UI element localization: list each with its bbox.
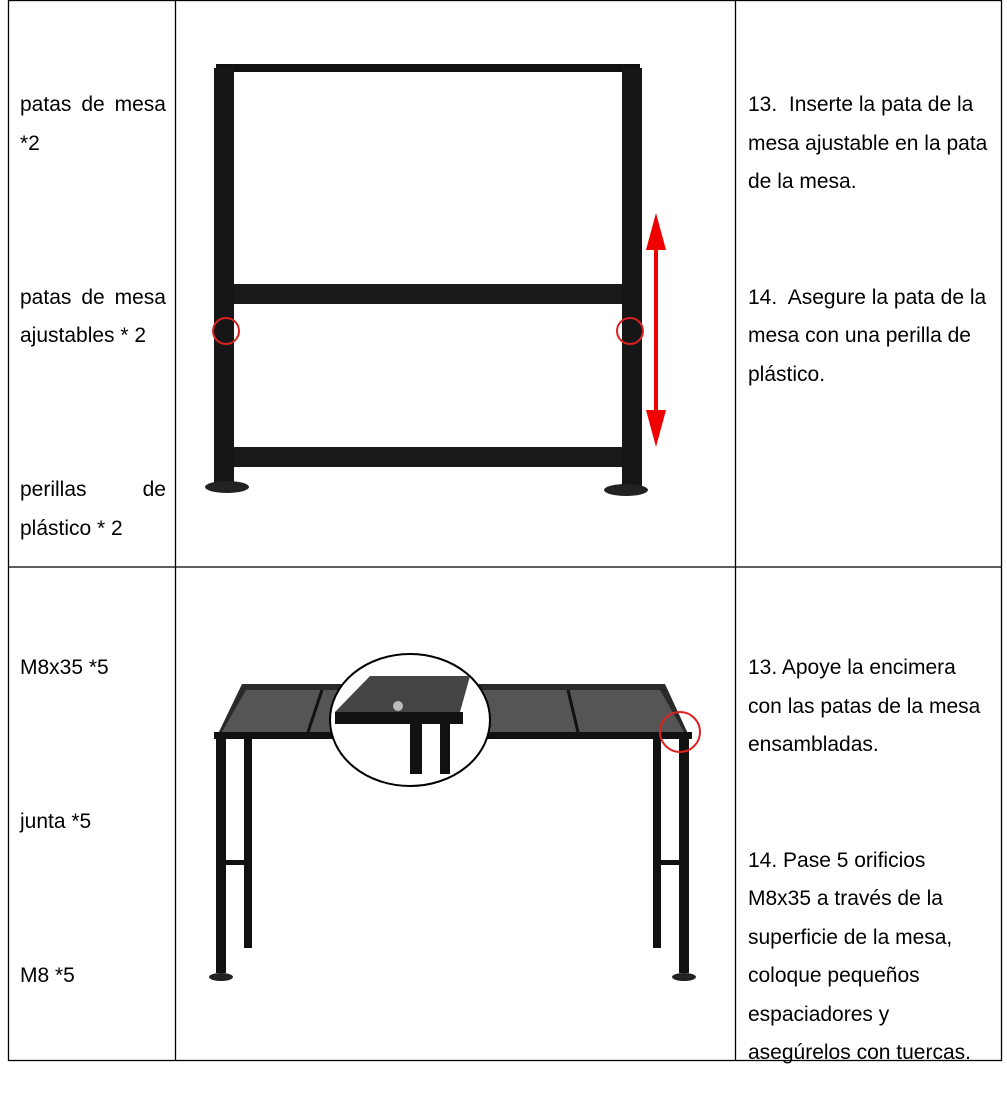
parts-cell: M8x35 *5 junta *5 M8 *5 bbox=[20, 572, 166, 1073]
illustration-adjustable-legs bbox=[205, 64, 666, 496]
steps-cell: 13. Inserte la pata de la mesa ajustable… bbox=[748, 9, 993, 433]
step: 14. Asegure la pata de la mesa con una p… bbox=[748, 285, 993, 386]
table-grid bbox=[7, 0, 1003, 1062]
part: patas de mesa *2 bbox=[20, 93, 172, 155]
part: M8 *5 bbox=[20, 964, 75, 987]
illustration-assembled-table bbox=[209, 653, 701, 981]
steps-cell: 13. Apoye la encimera con las patas de l… bbox=[748, 572, 993, 1111]
part: patas de mesa ajustables * 2 bbox=[20, 285, 172, 348]
part: M8x35 *5 bbox=[20, 656, 109, 679]
step: 13. Apoye la encimera con las patas de l… bbox=[748, 656, 987, 756]
parts-cell: patas de mesa *2 patas de mesa ajustable… bbox=[20, 9, 166, 625]
drawing bbox=[7, 0, 1003, 1062]
step: 13. Inserte la pata de la mesa ajustable… bbox=[748, 93, 994, 193]
step: 14. Pase 5 orificios M8x35 a través de l… bbox=[748, 848, 971, 1065]
part: perillas de plástico * 2 bbox=[20, 478, 172, 540]
page: patas de mesa *2 patas de mesa ajustable… bbox=[7, 0, 1003, 1064]
part: junta *5 bbox=[20, 810, 92, 833]
